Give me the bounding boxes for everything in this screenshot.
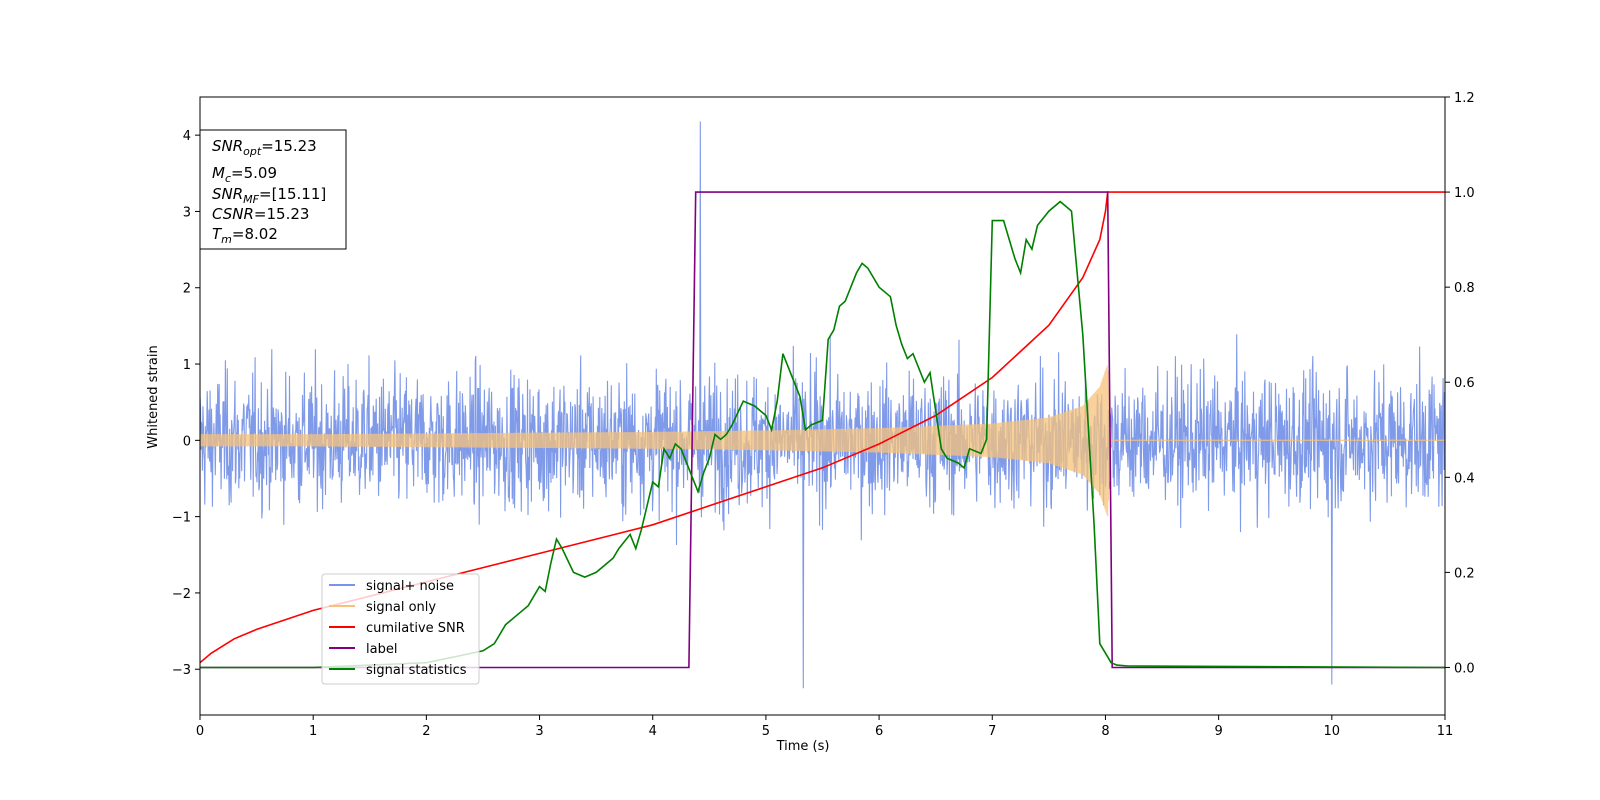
annotation-tm: Tm=8.02 (212, 225, 278, 246)
x-tick-label: 0 (196, 724, 204, 739)
y-right-tick-label: 0.2 (1454, 566, 1475, 581)
y-axis-label-left: Whitened strain (146, 345, 161, 448)
x-axis-label: Time (s) (776, 739, 830, 754)
annotation-snr-mf: SNRMF=[15.11] (212, 185, 326, 206)
annotation-box: SNRopt=15.23 Mc=5.09 SNRMF=[15.11] CSNR=… (199, 129, 347, 250)
y-right-tick-label: 1.0 (1454, 186, 1475, 201)
y-right-tick-label: 0.0 (1454, 661, 1475, 676)
legend-label-signal-noise: signal+ noise (366, 579, 454, 594)
series-signal-noise-line (200, 121, 1445, 689)
annotation-snr-opt: SNRopt=15.23 (212, 137, 317, 158)
y-left-tick-label: 0 (183, 434, 191, 449)
y-right-tick-label: 0.4 (1454, 471, 1475, 486)
x-tick-label: 5 (762, 724, 770, 739)
axes-frame (199, 96, 1446, 716)
x-tick-label: 9 (1214, 724, 1222, 739)
legend-label-signal-statistics: signal statistics (366, 663, 467, 678)
series-signal-only-line (200, 365, 1445, 517)
y-left-tick-label: 1 (183, 358, 191, 373)
x-tick-label: 7 (988, 724, 996, 739)
legend-label-label: label (366, 642, 397, 657)
series-signal-statistics-line (200, 200, 1445, 669)
x-tick-label: 8 (1101, 724, 1109, 739)
x-tick-label: 4 (649, 724, 657, 739)
x-tick-label: 11 (1437, 724, 1454, 739)
legend: signal+ noise signal only cumilative SNR… (321, 573, 480, 685)
series-label-line (200, 191, 1445, 669)
x-tick-label: 3 (535, 724, 543, 739)
y-right-tick-label: 1.2 (1454, 91, 1475, 106)
axes: 0 1 2 3 4 5 6 7 8 9 10 1143210−1−2−31.21.00.80.60.4… (172, 91, 1475, 739)
y-left-tick-label: −3 (172, 663, 191, 678)
y-left-tick-label: −1 (172, 511, 191, 526)
plot-area (200, 121, 1445, 689)
x-tick-label: 1 (309, 724, 317, 739)
y-left-tick-label: −2 (172, 587, 191, 602)
y-right-tick-label: 0.8 (1454, 281, 1475, 296)
y-left-tick-label: 3 (183, 205, 191, 220)
x-tick-label: 10 (1324, 724, 1341, 739)
annotation-mc: Mc=5.09 (212, 164, 277, 185)
x-tick-label: 6 (875, 724, 883, 739)
y-left-tick-label: 4 (183, 129, 191, 144)
annotation-csnr: CSNR=15.23 (212, 205, 309, 223)
series-cumulative-snr-line (200, 191, 1445, 664)
x-tick-label: 2 (422, 724, 430, 739)
y-right-tick-label: 0.6 (1454, 376, 1475, 391)
y-left-tick-label: 2 (183, 282, 191, 297)
legend-label-signal-only: signal only (366, 600, 436, 615)
legend-label-cumulative-snr: cumilative SNR (366, 621, 465, 636)
